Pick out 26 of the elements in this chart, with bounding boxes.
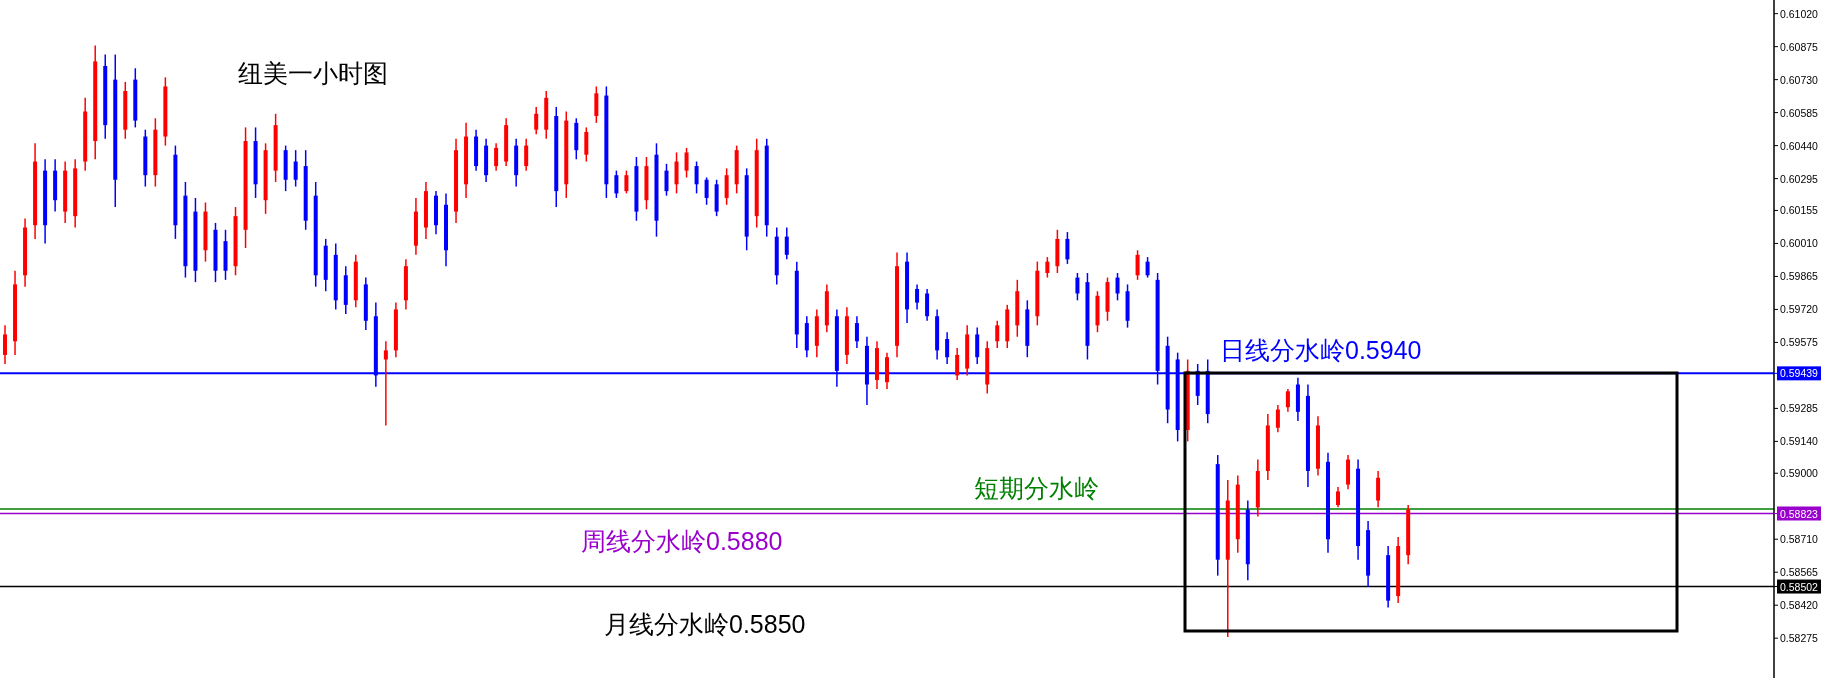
y-tick-label: 0.60295 xyxy=(1780,172,1819,185)
y-tick-label: 0.58502 xyxy=(1780,580,1819,593)
y-tick-label: 0.60730 xyxy=(1780,73,1819,86)
y-tick-label: 0.59000 xyxy=(1780,467,1819,480)
text: 纽美一小时图 xyxy=(238,59,388,88)
y-tick-label: 0.58420 xyxy=(1780,599,1819,612)
y-tick-label: 0.59285 xyxy=(1780,402,1819,415)
y-tick-label: 0.61020 xyxy=(1780,7,1819,20)
ref-line-label: 日线分水岭0.5940 xyxy=(1220,336,1422,365)
y-tick-label: 0.59439 xyxy=(1780,367,1819,380)
y-tick-label: 0.60875 xyxy=(1780,40,1819,53)
y-tick-label: 0.59140 xyxy=(1780,435,1819,448)
y-tick-label: 0.58710 xyxy=(1780,533,1819,546)
y-tick-label: 0.59865 xyxy=(1780,270,1819,283)
y-tick-label: 0.58275 xyxy=(1780,632,1819,645)
y-tick-label: 0.58823 xyxy=(1780,507,1819,520)
y-tick-label: 0.59575 xyxy=(1780,336,1819,349)
y-tick-label: 0.58565 xyxy=(1780,566,1819,579)
ref-line-label: 周线分水岭0.5880 xyxy=(581,526,783,555)
ref-line-label: 短期分水岭 xyxy=(974,473,1099,502)
y-tick-label: 0.60585 xyxy=(1780,106,1819,119)
y-tick-label: 0.60440 xyxy=(1780,139,1819,152)
y-tick-label: 0.59720 xyxy=(1780,303,1819,316)
y-tick-label: 0.60155 xyxy=(1780,204,1819,217)
ref-line-label: 月线分水岭0.5850 xyxy=(604,609,806,638)
y-tick-label: 0.60010 xyxy=(1780,237,1819,250)
